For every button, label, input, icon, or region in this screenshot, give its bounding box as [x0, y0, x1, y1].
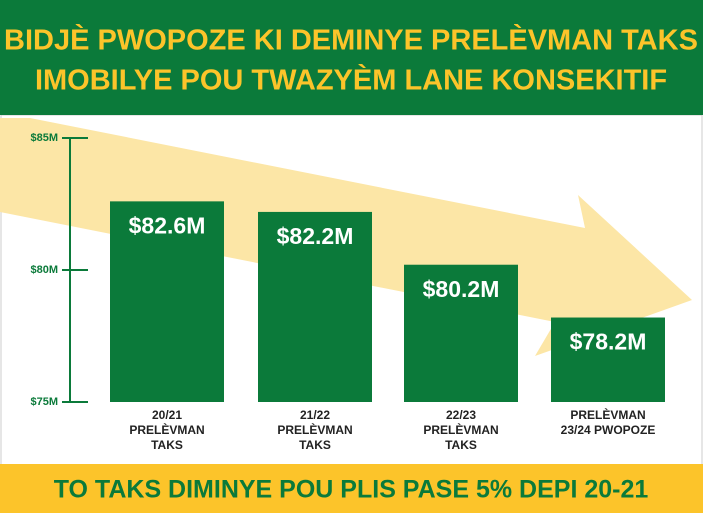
bar: [404, 264, 518, 402]
x-tick-label: PRELÈVMAN: [129, 422, 204, 437]
bar: [258, 211, 372, 402]
data-label: $78.2M: [570, 329, 647, 355]
y-tick-label: $75M: [30, 396, 58, 408]
footer-band: [0, 464, 703, 513]
x-tick-label: TAKS: [299, 438, 331, 452]
chart-title: IMOBILYE POU TWAZYÈM LANE KONSEKITIF: [35, 63, 667, 97]
annotation: TO TAKS DIMINYE POU PLIS PASE 5% DEPI 20…: [54, 476, 649, 504]
chart-title: BIDJÈ PWOPOZE KI DEMINYE PRELÈVMAN TAKS: [4, 23, 698, 57]
y-tick-label: $80M: [30, 264, 58, 276]
data-label: $80.2M: [423, 276, 500, 302]
data-label: $82.2M: [277, 223, 354, 249]
x-tick-label: TAKS: [151, 438, 183, 452]
x-tick-label: PRELÈVMAN: [423, 422, 498, 437]
x-tick-label: PRELÈVMAN: [277, 422, 352, 437]
y-tick-label: $85M: [30, 132, 58, 144]
bar: [551, 317, 665, 402]
x-tick-label: 22/23: [446, 408, 476, 422]
x-tick-label: PRELÈVMAN: [570, 407, 645, 422]
x-tick-label: 21/22: [300, 408, 330, 422]
bar: [110, 201, 224, 402]
x-tick-label: TAKS: [445, 438, 477, 452]
header-band: [0, 0, 703, 115]
x-tick-label: 23/24 PWOPOZE: [561, 423, 656, 437]
data-label: $82.6M: [129, 212, 206, 238]
x-tick-label: 20/21: [152, 408, 182, 422]
